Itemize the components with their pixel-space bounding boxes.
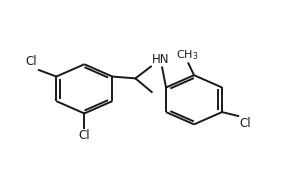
Text: HN: HN xyxy=(151,53,169,66)
Text: Cl: Cl xyxy=(26,55,37,68)
Text: CH$_3$: CH$_3$ xyxy=(176,48,198,62)
Text: Cl: Cl xyxy=(79,129,90,142)
Text: Cl: Cl xyxy=(240,117,251,130)
